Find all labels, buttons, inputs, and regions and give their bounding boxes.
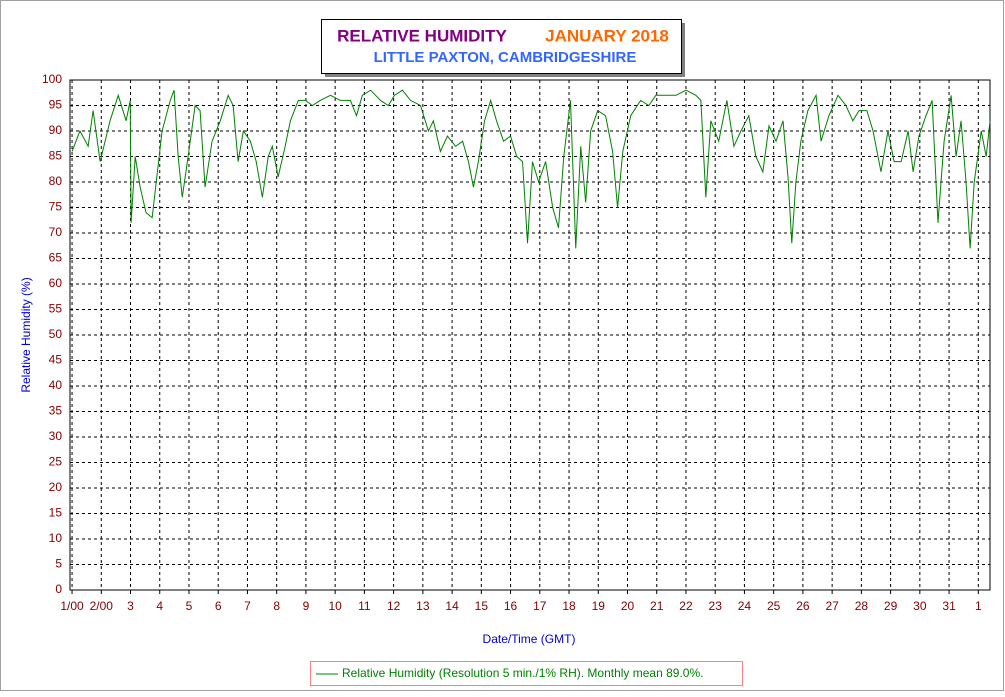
x-tick-label: 14 [445,599,459,613]
y-tick-label: 50 [49,327,63,341]
x-tick-label: 6 [215,599,222,613]
y-tick-label: 20 [49,480,63,494]
x-tick-label: 1/00 [60,599,84,613]
x-tick-label: 28 [855,599,869,613]
y-tick-label: 65 [49,251,63,265]
x-tick-label: 24 [738,599,752,613]
x-tick-label: 25 [767,599,781,613]
title-box [321,19,682,74]
x-tick-label: 7 [244,599,251,613]
x-tick-label: 21 [650,599,664,613]
x-tick-label: 12 [387,599,401,613]
x-tick-label: 13 [416,599,430,613]
data-line [71,89,991,249]
x-tick-label: 9 [303,599,310,613]
y-tick-label: 45 [49,353,63,367]
y-tick-label: 25 [49,455,63,469]
y-tick-label: 100 [42,72,62,86]
y-tick-label: 55 [49,302,63,316]
x-tick-label: 31 [942,599,956,613]
y-tick-label: 10 [49,531,63,545]
x-tick-label: 30 [913,599,927,613]
x-tick-label: 15 [475,599,489,613]
x-tick-label: 10 [328,599,342,613]
y-tick-label: 30 [49,429,63,443]
x-tick-label: 4 [156,599,163,613]
x-tick-label: 20 [621,599,635,613]
y-tick-label: 35 [49,404,63,418]
x-axis-label: Date/Time (GMT) [483,632,576,646]
y-tick-label: 40 [49,378,63,392]
y-tick-label: 80 [49,174,63,188]
x-tick-label: 23 [709,599,723,613]
x-tick-label: 11 [358,599,371,613]
y-axis-label: Relative Humidity (%) [19,277,33,392]
x-tick-label: 19 [592,599,606,613]
y-tick-label: 60 [49,276,63,290]
x-tick-label: 8 [273,599,280,613]
y-tick-label: 85 [49,149,63,163]
chart-title: RELATIVE HUMIDITY [337,26,507,45]
x-tick-label: 1 [975,599,982,613]
y-tick-label: 15 [49,506,63,520]
y-tick-label: 5 [55,557,62,571]
x-tick-label: 29 [884,599,898,613]
legend-box [310,661,743,686]
x-tick-label: 5 [186,599,193,613]
x-tick-label: 3 [127,599,134,613]
x-tick-label: 22 [679,599,693,613]
y-tick-label: 0 [55,582,62,596]
x-tick-label: 27 [825,599,839,613]
y-tick-label: 75 [49,200,63,214]
x-tick-label: 18 [562,599,576,613]
x-tick-label: 2/00 [90,599,114,613]
x-tick-label: 16 [504,599,518,613]
y-tick-label: 70 [49,225,63,239]
y-tick-label: 95 [49,98,63,112]
chart-period: JANUARY 2018 [545,26,669,45]
x-tick-label: 17 [533,599,547,613]
y-tick-label: 90 [49,123,63,137]
x-tick-label: 26 [796,599,810,613]
legend-label: Relative Humidity (Resolution 5 min./1% … [342,666,703,680]
chart-subtitle: LITTLE PAXTON, CAMBRIDGESHIRE [374,49,637,66]
plot-frame [69,79,991,591]
